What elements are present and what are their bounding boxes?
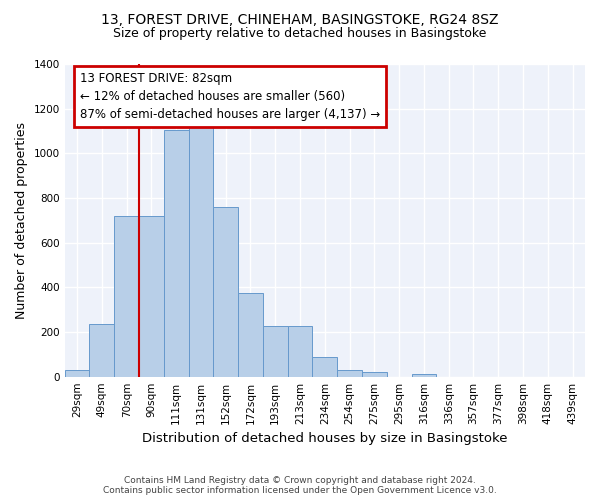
Bar [362, 372, 387, 376]
Bar [164, 130, 188, 376]
Bar [313, 356, 337, 376]
Bar [412, 374, 436, 376]
Text: Size of property relative to detached houses in Basingstoke: Size of property relative to detached ho… [113, 28, 487, 40]
Bar [337, 370, 362, 376]
Bar [139, 216, 164, 376]
Bar [287, 326, 313, 376]
Bar [188, 126, 214, 376]
Bar [65, 370, 89, 376]
Y-axis label: Number of detached properties: Number of detached properties [15, 122, 28, 319]
Bar [89, 324, 114, 376]
Bar [214, 207, 238, 376]
X-axis label: Distribution of detached houses by size in Basingstoke: Distribution of detached houses by size … [142, 432, 508, 445]
Bar [263, 326, 287, 376]
Text: Contains HM Land Registry data © Crown copyright and database right 2024.
Contai: Contains HM Land Registry data © Crown c… [103, 476, 497, 495]
Bar [114, 216, 139, 376]
Text: 13 FOREST DRIVE: 82sqm
← 12% of detached houses are smaller (560)
87% of semi-de: 13 FOREST DRIVE: 82sqm ← 12% of detached… [80, 72, 380, 121]
Bar [238, 293, 263, 376]
Text: 13, FOREST DRIVE, CHINEHAM, BASINGSTOKE, RG24 8SZ: 13, FOREST DRIVE, CHINEHAM, BASINGSTOKE,… [101, 12, 499, 26]
